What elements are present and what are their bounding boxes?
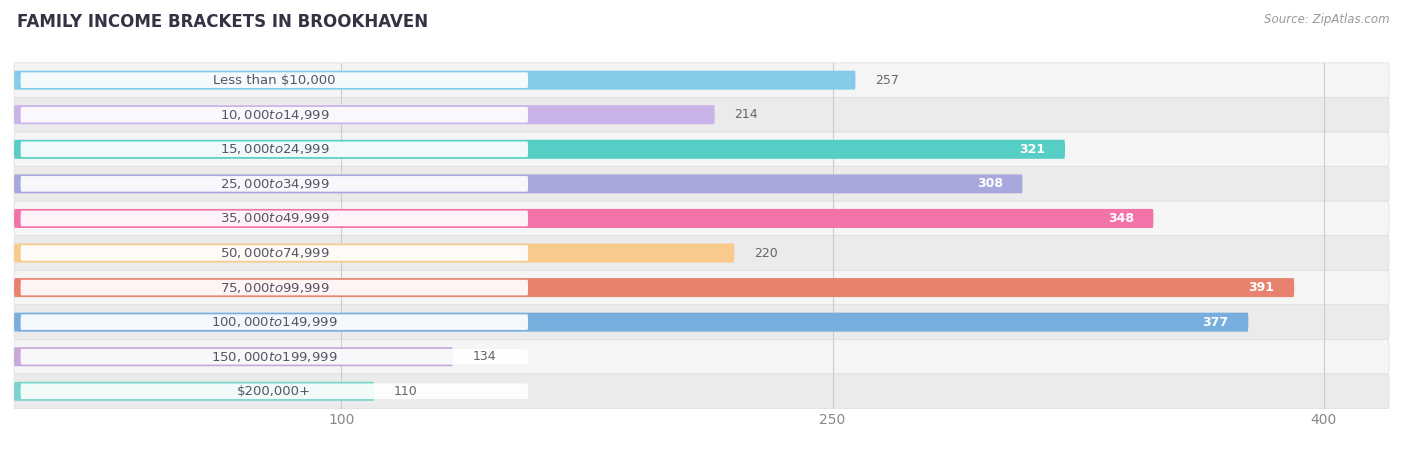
FancyBboxPatch shape xyxy=(14,382,374,401)
FancyBboxPatch shape xyxy=(14,374,1389,409)
Text: $15,000 to $24,999: $15,000 to $24,999 xyxy=(219,142,329,156)
FancyBboxPatch shape xyxy=(14,97,1389,132)
FancyBboxPatch shape xyxy=(14,236,1389,270)
FancyBboxPatch shape xyxy=(14,278,1294,297)
FancyBboxPatch shape xyxy=(21,141,529,157)
Text: $100,000 to $149,999: $100,000 to $149,999 xyxy=(211,315,337,329)
FancyBboxPatch shape xyxy=(14,270,1389,305)
Text: $35,000 to $49,999: $35,000 to $49,999 xyxy=(219,211,329,225)
FancyBboxPatch shape xyxy=(14,132,1389,167)
FancyBboxPatch shape xyxy=(21,383,529,399)
FancyBboxPatch shape xyxy=(14,167,1389,201)
Text: 110: 110 xyxy=(394,385,418,398)
FancyBboxPatch shape xyxy=(14,209,1153,228)
Text: $200,000+: $200,000+ xyxy=(238,385,311,398)
FancyBboxPatch shape xyxy=(14,174,1022,194)
Text: 257: 257 xyxy=(875,74,898,87)
FancyBboxPatch shape xyxy=(14,63,1389,97)
Text: 391: 391 xyxy=(1249,281,1275,294)
FancyBboxPatch shape xyxy=(14,305,1389,339)
Text: $150,000 to $199,999: $150,000 to $199,999 xyxy=(211,350,337,364)
FancyBboxPatch shape xyxy=(21,107,529,123)
FancyBboxPatch shape xyxy=(14,313,1249,332)
Text: 377: 377 xyxy=(1202,316,1229,329)
FancyBboxPatch shape xyxy=(14,243,734,263)
FancyBboxPatch shape xyxy=(21,245,529,261)
Text: $10,000 to $14,999: $10,000 to $14,999 xyxy=(219,108,329,122)
Text: Less than $10,000: Less than $10,000 xyxy=(214,74,336,87)
FancyBboxPatch shape xyxy=(14,339,1389,374)
Text: 348: 348 xyxy=(1108,212,1133,225)
FancyBboxPatch shape xyxy=(21,314,529,330)
Text: 214: 214 xyxy=(734,108,758,121)
Text: 134: 134 xyxy=(472,350,496,363)
FancyBboxPatch shape xyxy=(14,70,855,90)
FancyBboxPatch shape xyxy=(21,176,529,192)
FancyBboxPatch shape xyxy=(14,105,714,124)
Text: 220: 220 xyxy=(754,247,778,260)
Text: $25,000 to $34,999: $25,000 to $34,999 xyxy=(219,177,329,191)
FancyBboxPatch shape xyxy=(21,72,529,88)
FancyBboxPatch shape xyxy=(21,349,529,365)
Text: $75,000 to $99,999: $75,000 to $99,999 xyxy=(219,281,329,295)
FancyBboxPatch shape xyxy=(21,280,529,295)
Text: 308: 308 xyxy=(977,177,1002,190)
FancyBboxPatch shape xyxy=(14,140,1064,159)
FancyBboxPatch shape xyxy=(21,211,529,226)
FancyBboxPatch shape xyxy=(14,201,1389,236)
Text: FAMILY INCOME BRACKETS IN BROOKHAVEN: FAMILY INCOME BRACKETS IN BROOKHAVEN xyxy=(17,13,427,31)
FancyBboxPatch shape xyxy=(14,347,453,366)
Text: Source: ZipAtlas.com: Source: ZipAtlas.com xyxy=(1264,13,1389,26)
Text: $50,000 to $74,999: $50,000 to $74,999 xyxy=(219,246,329,260)
Text: 321: 321 xyxy=(1019,143,1046,156)
